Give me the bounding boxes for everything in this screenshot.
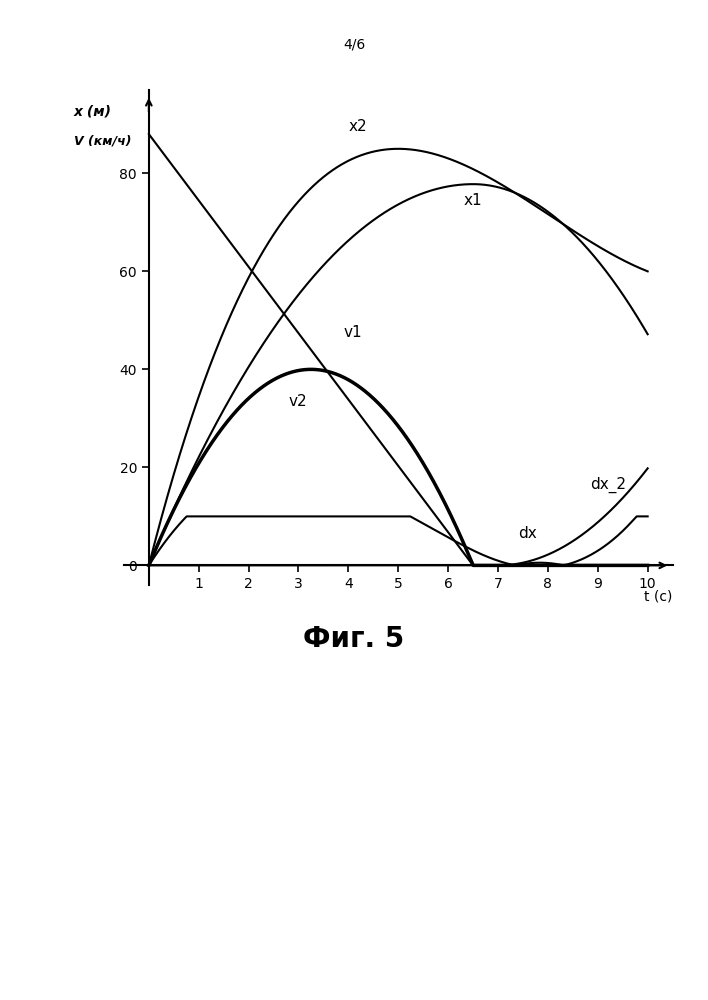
Text: Фиг. 5: Фиг. 5	[303, 625, 405, 653]
Text: x2: x2	[349, 119, 367, 134]
Text: 4/6: 4/6	[343, 38, 365, 52]
Text: dx_2: dx_2	[590, 477, 627, 493]
Text: t (с): t (с)	[644, 590, 673, 604]
Text: V (км/ч): V (км/ч)	[74, 134, 132, 147]
Text: v1: v1	[343, 325, 362, 340]
Text: dx: dx	[518, 526, 537, 541]
Text: x1: x1	[463, 193, 481, 208]
Text: v2: v2	[289, 394, 307, 409]
Text: x (м): x (м)	[74, 105, 112, 119]
